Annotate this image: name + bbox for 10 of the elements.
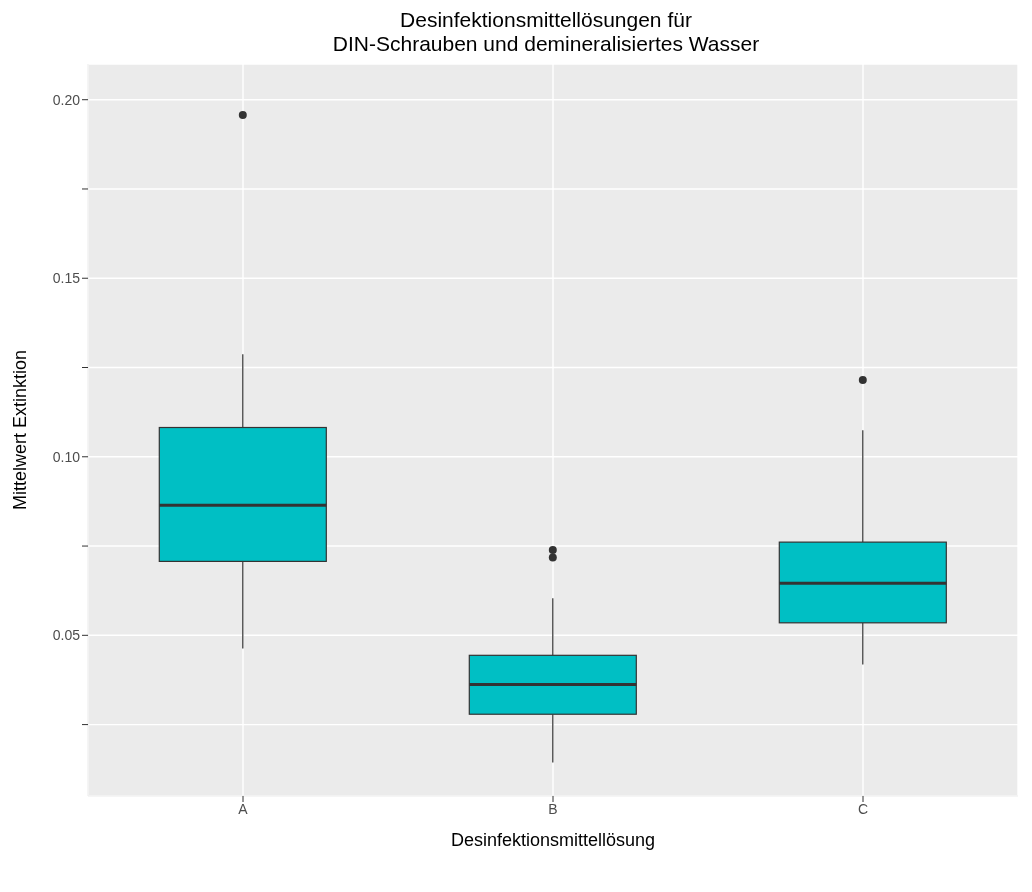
y-tick-label: 0.20 bbox=[52, 91, 81, 108]
x-tick-label: A bbox=[238, 800, 249, 817]
y-tick-label: 0.15 bbox=[52, 270, 81, 287]
y-axis-title: Mittelwert Extinktion bbox=[10, 349, 31, 511]
y-tick-label: 0.05 bbox=[52, 627, 81, 644]
x-tick-label: C bbox=[857, 800, 869, 817]
y-tick-label: 0.10 bbox=[52, 448, 81, 465]
x-tick-label: B bbox=[548, 800, 558, 817]
chart-title: Desinfektionsmittellösungen für DIN-Schrauben und demineralisiertes Wasser bbox=[331, 8, 761, 56]
x-axis-title: Desinfektionsmittellösung bbox=[450, 830, 656, 850]
